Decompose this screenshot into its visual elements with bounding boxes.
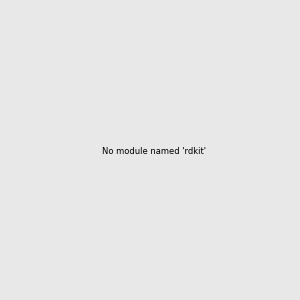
Text: No module named 'rdkit': No module named 'rdkit' <box>102 147 206 156</box>
